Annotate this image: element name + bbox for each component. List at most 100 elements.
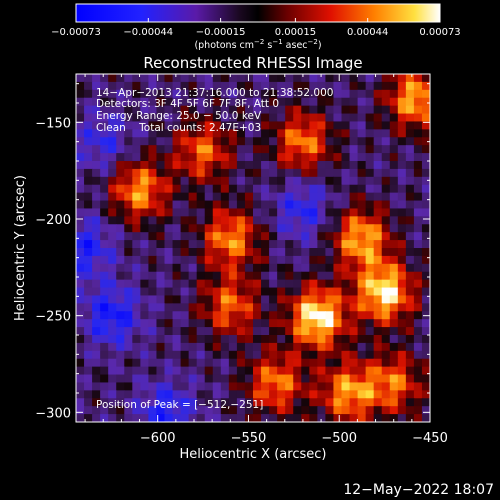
heatmap-cell (293, 248, 302, 257)
heatmap-cell (212, 153, 222, 162)
heatmap-cell (100, 97, 109, 107)
heatmap-cell (188, 263, 198, 273)
heatmap-cell (269, 287, 278, 297)
heatmap-cell (220, 271, 230, 281)
heatmap-cell (212, 287, 222, 297)
heatmap-cell (236, 240, 246, 249)
heatmap-cell (309, 216, 318, 225)
heatmap-cell (381, 161, 391, 170)
heatmap-cell (132, 184, 141, 194)
heatmap-cell (116, 358, 125, 368)
heatmap-cell (204, 176, 214, 186)
heatmap-cell (261, 161, 270, 170)
heatmap-cell (405, 105, 415, 115)
heatmap-cell (253, 216, 262, 225)
heatmap-cell (301, 366, 310, 376)
heatmap-cell (421, 81, 430, 91)
heatmap-cell (180, 358, 190, 368)
heatmap-cell (228, 358, 238, 368)
heatmap-cell (116, 366, 125, 376)
heatmap-cell (301, 81, 310, 91)
heatmap-cell (244, 121, 254, 130)
heatmap-cell (148, 216, 158, 225)
heatmap-cell (180, 414, 190, 422)
heatmap-cell (405, 153, 415, 162)
heatmap-cell (261, 350, 270, 360)
heatmap-cell (261, 255, 270, 265)
heatmap-cell (132, 129, 141, 138)
heatmap-cell (261, 74, 270, 83)
heatmap-cell (132, 350, 141, 360)
heatmap-cell (301, 342, 310, 352)
heatmap-cell (212, 311, 222, 320)
heatmap-cell (148, 121, 158, 130)
heatmap-cell (373, 248, 383, 257)
heatmap-cell (389, 145, 399, 154)
heatmap-cell (228, 105, 238, 115)
heatmap-cell (108, 335, 117, 344)
heatmap-cell (148, 105, 158, 115)
heatmap-cell (277, 153, 286, 162)
heatmap-cell (100, 176, 109, 186)
heatmap-cell (413, 105, 423, 115)
heatmap-cell (84, 342, 93, 352)
heatmap-cell (180, 311, 190, 320)
heatmap-cell (389, 287, 399, 297)
heatmap-cell (269, 335, 278, 344)
heatmap-cell (180, 129, 190, 138)
heatmap-cell (116, 168, 125, 178)
heatmap-cell (317, 145, 327, 154)
heatmap-cell (365, 129, 375, 138)
heatmap-cell (365, 97, 375, 107)
heatmap-cell (333, 263, 343, 273)
heatmap-cell (196, 248, 206, 257)
heatmap-cell (116, 335, 125, 344)
heatmap-cell (269, 374, 278, 384)
heatmap-cell (397, 74, 407, 83)
heatmap-cell (244, 319, 254, 328)
heatmap-cell (124, 113, 133, 123)
heatmap-cell (220, 216, 230, 225)
heatmap-cell (285, 105, 294, 115)
heatmap-cell (421, 271, 430, 281)
heatmap-cell (397, 271, 407, 281)
heatmap-cell (389, 208, 399, 217)
heatmap-cell (140, 121, 150, 130)
heatmap-cell (317, 184, 327, 194)
heatmap-cell (196, 255, 206, 265)
heatmap-cell (261, 279, 270, 289)
heatmap-cell (180, 113, 190, 123)
heatmap-cell (405, 279, 415, 289)
heatmap-cell (132, 319, 141, 328)
heatmap-cell (180, 263, 190, 273)
heatmap-cell (188, 366, 198, 376)
heatmap-cell (381, 216, 391, 225)
heatmap-cell (84, 208, 93, 217)
heatmap-cell (261, 382, 270, 391)
heatmap-cell (325, 255, 335, 265)
heatmap-cell (405, 295, 415, 304)
heatmap-cell (333, 192, 343, 202)
heatmap-cell (228, 81, 238, 91)
heatmap-cell (212, 145, 222, 154)
heatmap-cell (236, 248, 246, 257)
heatmap-cell (172, 358, 182, 368)
heatmap-cell (92, 232, 101, 241)
heatmap-cell (236, 263, 246, 273)
heatmap-cell (381, 263, 391, 273)
heatmap-cell (204, 390, 214, 399)
heatmap-cell (365, 208, 375, 217)
heatmap-cell (253, 184, 262, 194)
heatmap-cell (196, 406, 206, 415)
heatmap-cell (381, 382, 391, 391)
heatmap-cell (421, 232, 430, 241)
heatmap-cell (373, 279, 383, 289)
heatmap-cell (349, 358, 359, 368)
heatmap-cell (84, 184, 93, 194)
heatmap-cell (293, 74, 302, 83)
heatmap-cell (301, 97, 310, 107)
heatmap-cell (196, 137, 206, 146)
heatmap-cell (172, 89, 182, 99)
heatmap-cell (333, 74, 343, 83)
annotation-peak-position: Position of Peak = [−512,−251] (96, 399, 263, 411)
